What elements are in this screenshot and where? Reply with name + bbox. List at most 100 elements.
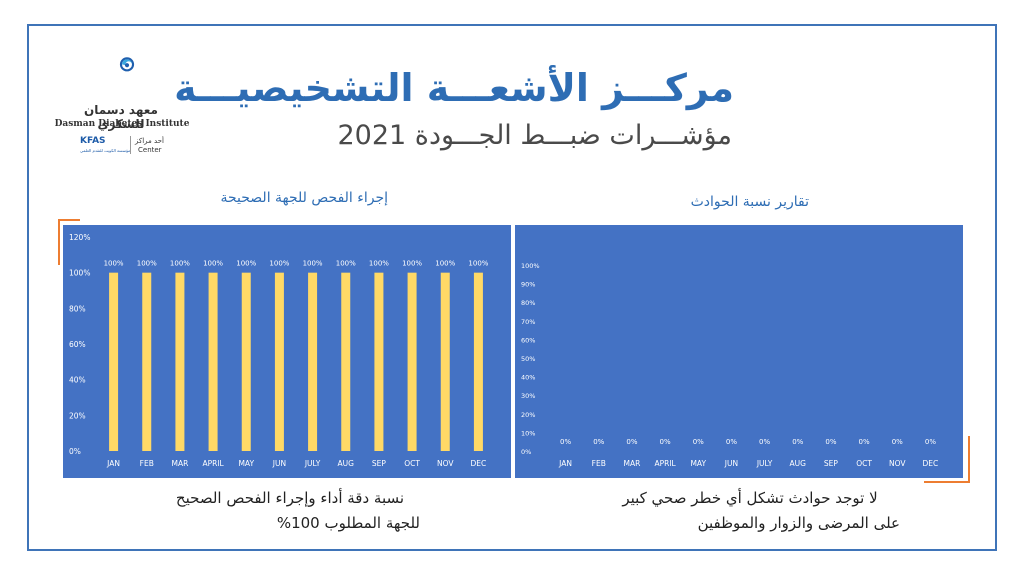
chart1-caption: نسبة دقة أداء وإجراء الفحص الصحيح للجهة …: [160, 486, 420, 536]
chart1-data-label: 100%: [104, 260, 124, 268]
chart2-data-label: 0%: [859, 438, 870, 446]
chart2-caption-line2: على المرضى والزوار والموظفين: [697, 514, 900, 532]
chart1-ytick: 120%: [69, 233, 90, 242]
chart2-ytick: 40%: [521, 374, 535, 382]
chart1-accent-v: [58, 219, 60, 265]
logo-english-name: Dasman Diabetes Institute: [54, 119, 190, 129]
chart1-ytick: 80%: [69, 304, 86, 313]
chart1-bar: [308, 272, 318, 451]
logo-divider: [130, 136, 131, 154]
chart2-ytick: 0%: [521, 448, 531, 456]
chart1-caption-line2: للجهة المطلوب 100%: [276, 514, 420, 532]
chart2-ytick: 30%: [521, 392, 535, 400]
chart1-xtick: AUG: [338, 459, 355, 468]
chart1-bar: [142, 272, 152, 451]
chart2-data-label: 0%: [759, 438, 770, 446]
chart1-xtick: NOV: [437, 459, 454, 468]
chart1-bar: [407, 272, 417, 451]
chart2-ytick: 100%: [521, 262, 540, 270]
chart1-data-label: 100%: [369, 260, 389, 268]
chart1-xtick: JUN: [272, 459, 286, 468]
kfas-logo: KFAS: [80, 136, 106, 146]
chart1-xtick: JULY: [304, 459, 321, 468]
chart2-xtick: FEB: [592, 459, 606, 468]
chart2-svg: 0% 10% 20% 30% 40% 50% 60% 70% 80% 90% 100% 0% JAN 0%…: [521, 262, 939, 468]
chart2-xtick: NOV: [889, 459, 906, 468]
chart2-data-label: 0%: [925, 438, 936, 446]
chart1-ytick: 100%: [69, 269, 90, 278]
chart1-bar: [208, 272, 218, 451]
chart1-bar: [374, 272, 384, 451]
chart2-ytick: 90%: [521, 281, 535, 289]
chart1-data-label: 100%: [170, 260, 190, 268]
center-label-ar: أحد مراكز: [135, 137, 164, 145]
chart1-bar: [109, 272, 119, 451]
chart1-svg: 0% 20% 40% 60% 80% 100% 120% 100% JAN 100% FEB 100%…: [69, 233, 489, 468]
chart1-bar: [473, 272, 483, 451]
chart2-caption-line1: لا توجد حوادث تشكل أي خطر صحي كبير: [622, 489, 878, 507]
chart1-title: إجراء الفحص للجهة الصحيحة: [220, 190, 388, 206]
chart1-data-label: 100%: [402, 260, 422, 268]
chart1-xtick: SEP: [372, 459, 386, 468]
chart2-ytick: 50%: [521, 355, 535, 363]
chart1-accent-h: [58, 219, 80, 221]
chart2-xtick: JUN: [724, 459, 738, 468]
chart1-xtick: OCT: [404, 459, 420, 468]
chart2-data-label: 0%: [825, 438, 836, 446]
chart1-bar: [274, 272, 284, 451]
chart2-data-label: 0%: [892, 438, 903, 446]
chart2-xtick: MAY: [690, 459, 706, 468]
chart2-ytick: 70%: [521, 318, 535, 326]
logo-arabic-name: معهد دسمان للسكري: [84, 103, 158, 131]
chart2-xtick: APRIL: [654, 459, 676, 468]
chart2-xtick: OCT: [856, 459, 872, 468]
chart1-xtick: FEB: [140, 459, 154, 468]
chart1-data-label: 100%: [236, 260, 256, 268]
chart1-data-label: 100%: [203, 260, 223, 268]
kfas-subtitle: مؤسسة الكويت للتقدم العلمي: [80, 148, 131, 153]
chart1-xtick: DEC: [471, 459, 487, 468]
chart2-ytick: 80%: [521, 299, 535, 307]
chart2-data-label: 0%: [726, 438, 737, 446]
chart1-ytick: 20%: [69, 411, 86, 420]
chart1-xtick: JAN: [106, 459, 120, 468]
chart2-data-label: 0%: [792, 438, 803, 446]
chart1-bar: [241, 272, 251, 451]
chart2-ytick: 60%: [521, 336, 535, 344]
chart1-ytick: 40%: [69, 376, 86, 385]
page-subtitle: مؤشـــرات ضبـــط الجـــودة 2021: [337, 120, 733, 151]
center-label-en: Center: [138, 146, 162, 154]
chart1-caption-line1: نسبة دقة أداء وإجراء الفحص الصحيح: [175, 489, 405, 507]
chart2-data-label: 0%: [693, 438, 704, 446]
chart2-data-label: 0%: [660, 438, 671, 446]
chart2-data-label: 0%: [560, 438, 571, 446]
chart1-data-label: 100%: [336, 260, 356, 268]
chart2-accent-v: [968, 436, 970, 482]
chart2-data-label: 0%: [626, 438, 637, 446]
chart1-bar: [341, 272, 351, 451]
chart1-xtick: APRIL: [202, 459, 224, 468]
chart2-data-label: 0%: [593, 438, 604, 446]
chart2-ytick: 20%: [521, 411, 535, 419]
chart1-data-label: 100%: [137, 260, 157, 268]
chart2-area: 0% 10% 20% 30% 40% 50% 60% 70% 80% 90% 100% 0% JAN 0%…: [515, 225, 963, 478]
chart1-area: 0% 20% 40% 60% 80% 100% 120% 100% JAN 100% FEB 100%…: [63, 225, 511, 478]
page-title: مركـــز الأشعـــة التشخيصيـــة: [174, 66, 734, 110]
chart2-title: تقارير نسبة الحوادث: [690, 194, 809, 210]
chart1-xtick: MAR: [172, 459, 189, 468]
chart2-xtick: DEC: [923, 459, 939, 468]
chart1-xtick: MAY: [238, 459, 254, 468]
chart1-bar: [440, 272, 450, 451]
chart1-ytick: 60%: [69, 340, 86, 349]
chart1-ytick: 0%: [69, 447, 81, 456]
chart1-data-label: 100%: [435, 260, 455, 268]
chart2-xtick: AUG: [790, 459, 807, 468]
chart2-xtick: JAN: [558, 459, 572, 468]
dasman-logo-icon: [119, 57, 135, 72]
chart2-accent-h: [924, 481, 970, 483]
chart1-data-label: 100%: [303, 260, 323, 268]
chart1-bar: [175, 272, 185, 451]
chart2-xtick: JULY: [756, 459, 773, 468]
chart2-caption: لا توجد حوادث تشكل أي خطر صحي كبير على ا…: [600, 486, 900, 536]
chart2-xtick: SEP: [824, 459, 838, 468]
